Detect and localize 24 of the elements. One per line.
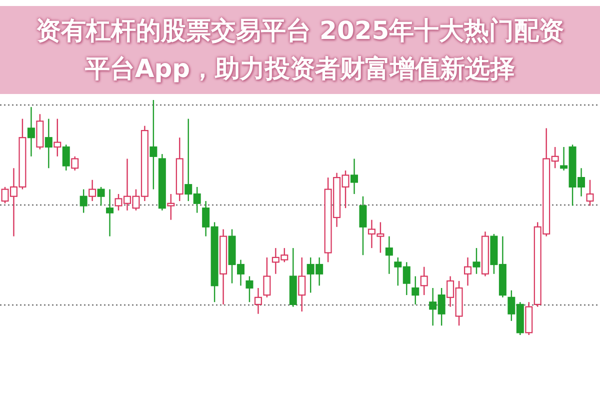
candlestick <box>254 287 262 314</box>
candlestick <box>97 186 105 206</box>
chart-title: 资有杠杆的股票交易平台 2025年十大热门配资平台App，助力投资者财富增值新选择 <box>34 15 566 85</box>
candlestick <box>150 99 158 190</box>
candlestick <box>464 256 472 286</box>
candlestick <box>246 276 254 303</box>
candlestick <box>88 179 96 202</box>
candlestick <box>420 266 428 296</box>
candlestick <box>27 106 35 157</box>
candlestick <box>586 179 594 206</box>
candlestick <box>54 118 62 157</box>
candlestick <box>263 256 271 298</box>
candlestick <box>472 247 480 274</box>
candlestick <box>44 118 52 169</box>
candlestick <box>412 276 420 306</box>
candlestick <box>298 256 306 312</box>
candlestick <box>385 236 393 274</box>
candlestick <box>167 193 175 220</box>
candlestick <box>359 196 367 256</box>
candlestick <box>106 188 114 237</box>
candlestick <box>80 188 88 214</box>
candlestick <box>62 144 70 172</box>
candlestick <box>71 156 79 172</box>
candlestick <box>350 158 358 195</box>
